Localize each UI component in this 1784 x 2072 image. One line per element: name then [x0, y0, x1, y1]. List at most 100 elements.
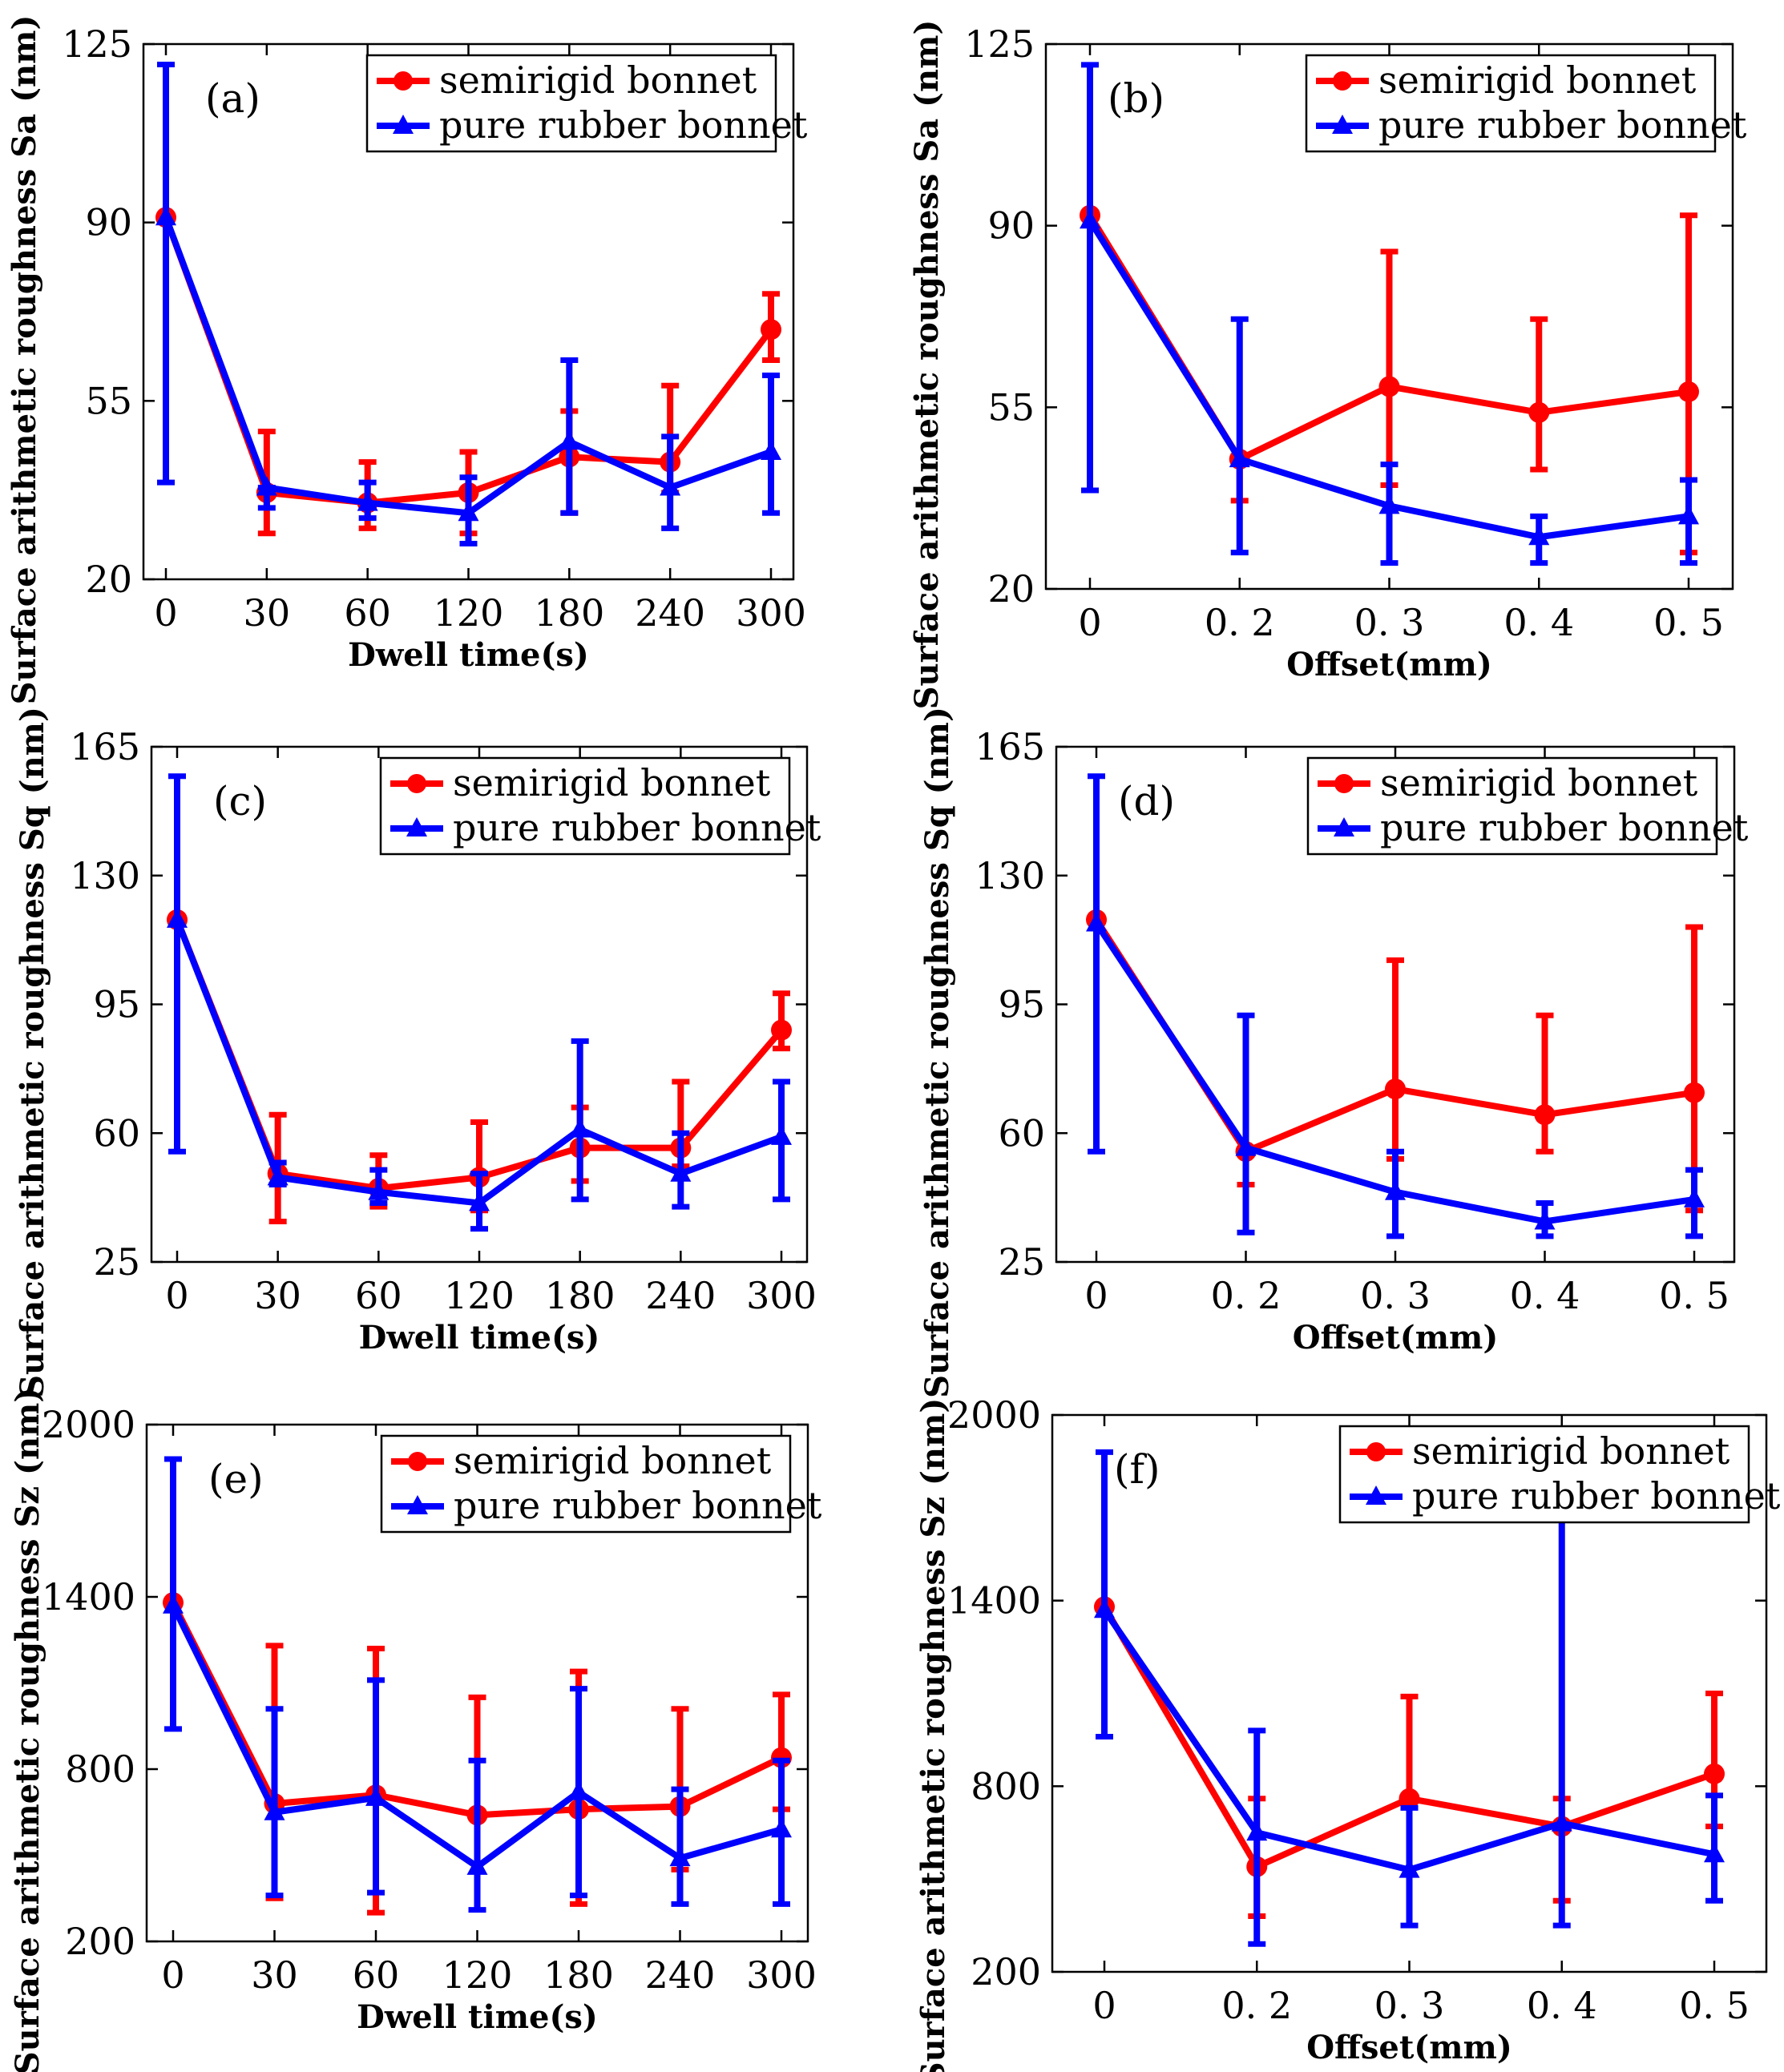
legend-marker-triangle	[406, 817, 427, 836]
x-axis-label: Offset(mm)	[1286, 646, 1492, 683]
y-axis-label: Surface arithmetic roughness Sa (nm)	[908, 20, 946, 710]
chart-panel-e: 200 800 1400 2000 0 30 60 120 180 240 300 Dwell tim…	[9, 1388, 822, 2072]
legend-label: semirigid bonnet	[1378, 58, 1697, 102]
legend-label: semirigid bonnet	[1380, 761, 1698, 804]
y-axis-label: Surface arithmetic roughness Sz (nm)	[914, 1398, 952, 2072]
data-point	[1246, 1821, 1268, 1841]
data-point	[368, 1180, 389, 1200]
x-tick-label: 0. 2	[1211, 1274, 1281, 1317]
legend-marker-circle	[1366, 1442, 1386, 1461]
data-point	[761, 319, 781, 341]
legend-marker-triangle	[1332, 115, 1353, 134]
x-tick-label: 30	[244, 591, 291, 635]
data-point	[1528, 526, 1550, 546]
y-tick-label: 1400	[42, 1575, 135, 1618]
data-point	[163, 1594, 184, 1614]
data-point	[267, 1166, 289, 1186]
data-point	[1399, 1788, 1420, 1809]
legend-marker-circle	[407, 774, 426, 793]
chart-panel-f: 200 800 1400 2000 0 0. 2 0. 3 0. 4 0. 5 Offset(mm…	[914, 1393, 1781, 2072]
series-rubber	[1086, 773, 1705, 1240]
x-axis-label: Dwell time(s)	[348, 636, 589, 674]
data-point	[771, 1019, 792, 1041]
legend-label: semirigid bonnet	[1412, 1429, 1730, 1473]
legend-box	[1305, 54, 1717, 153]
data-point	[771, 1125, 792, 1145]
data-point	[1385, 1078, 1406, 1100]
y-tick-label: 800	[971, 1764, 1041, 1808]
data-point	[466, 1855, 488, 1875]
data-point	[660, 476, 681, 496]
data-point	[155, 206, 176, 226]
y-axis-label: Surface arithmetic roughness Sq (nm)	[14, 707, 51, 1398]
x-axis-label: Dwell time(s)	[359, 1319, 600, 1356]
data-point	[569, 1118, 591, 1138]
y-tick-label: 95	[998, 983, 1045, 1026]
y-tick-label: 130	[70, 854, 140, 897]
legend-box	[365, 54, 777, 153]
data-point	[761, 440, 781, 460]
x-tick-label: 300	[746, 1953, 817, 1997]
data-point	[669, 1847, 691, 1867]
data-point	[1528, 401, 1550, 423]
x-tick-label: 0	[1092, 1984, 1116, 2027]
y-tick-label: 165	[975, 725, 1045, 768]
data-point	[1684, 1187, 1705, 1207]
x-tick-label: 30	[251, 1953, 298, 1997]
x-tick-label: 0. 5	[1679, 1984, 1750, 2027]
data-point	[469, 1191, 490, 1211]
x-tick-label: 300	[746, 1274, 817, 1317]
data-point	[1086, 912, 1107, 932]
panel-label: (a)	[205, 75, 260, 122]
y-tick-label: 90	[987, 204, 1035, 248]
x-tick-label: 0	[161, 1953, 184, 1997]
data-point	[670, 1162, 692, 1182]
legend-label: pure rubber bonnet	[453, 806, 821, 849]
data-point	[1684, 1082, 1705, 1103]
panel-label: (b)	[1108, 75, 1164, 122]
y-tick-label: 55	[987, 385, 1035, 429]
x-tick-label: 0. 5	[1653, 601, 1724, 644]
x-tick-label: 0. 2	[1205, 601, 1275, 644]
legend-label: semirigid bonnet	[453, 761, 771, 804]
x-tick-label: 0. 3	[1374, 1984, 1445, 2027]
data-point	[1385, 1180, 1406, 1200]
y-tick-label: 60	[93, 1111, 140, 1155]
data-point	[365, 1786, 386, 1806]
x-tick-label: 120	[442, 1953, 513, 1997]
legend-label: pure rubber bonnet	[1378, 103, 1747, 147]
panel-label: (f)	[1114, 1446, 1160, 1493]
x-tick-label: 0. 3	[1354, 601, 1425, 644]
legend-box	[1306, 756, 1718, 856]
x-axis-label: Offset(mm)	[1293, 1319, 1499, 1356]
data-point	[167, 908, 188, 928]
panel-label: (c)	[213, 778, 267, 824]
data-point	[1678, 381, 1699, 402]
x-tick-label: 0	[165, 1274, 188, 1317]
data-point	[1094, 1598, 1115, 1618]
legend-box	[380, 1434, 792, 1534]
data-point	[458, 502, 479, 522]
x-tick-label: 0. 3	[1360, 1274, 1431, 1317]
x-tick-label: 180	[534, 591, 604, 635]
y-tick-label: 20	[987, 567, 1035, 611]
y-tick-label: 200	[65, 1920, 135, 1963]
legend-label: pure rubber bonnet	[1380, 806, 1749, 849]
x-tick-label: 240	[635, 591, 705, 635]
y-axis-label: Surface arithmetic roughness Sq (nm)	[918, 707, 956, 1398]
data-point	[264, 1800, 285, 1820]
x-tick-label: 180	[543, 1953, 614, 1997]
data-point	[1704, 1763, 1725, 1784]
legend-marker-circle	[408, 1452, 427, 1471]
legend-label: semirigid bonnet	[439, 58, 757, 102]
legend-marker-circle	[1333, 71, 1352, 91]
y-tick-label: 90	[85, 201, 132, 244]
series-rubber	[1094, 1449, 1725, 1947]
x-axis-label: Offset(mm)	[1306, 2029, 1512, 2066]
data-point	[1551, 1812, 1572, 1832]
panel-label: (e)	[208, 1456, 264, 1502]
data-point	[1378, 376, 1400, 397]
data-point	[559, 430, 580, 450]
